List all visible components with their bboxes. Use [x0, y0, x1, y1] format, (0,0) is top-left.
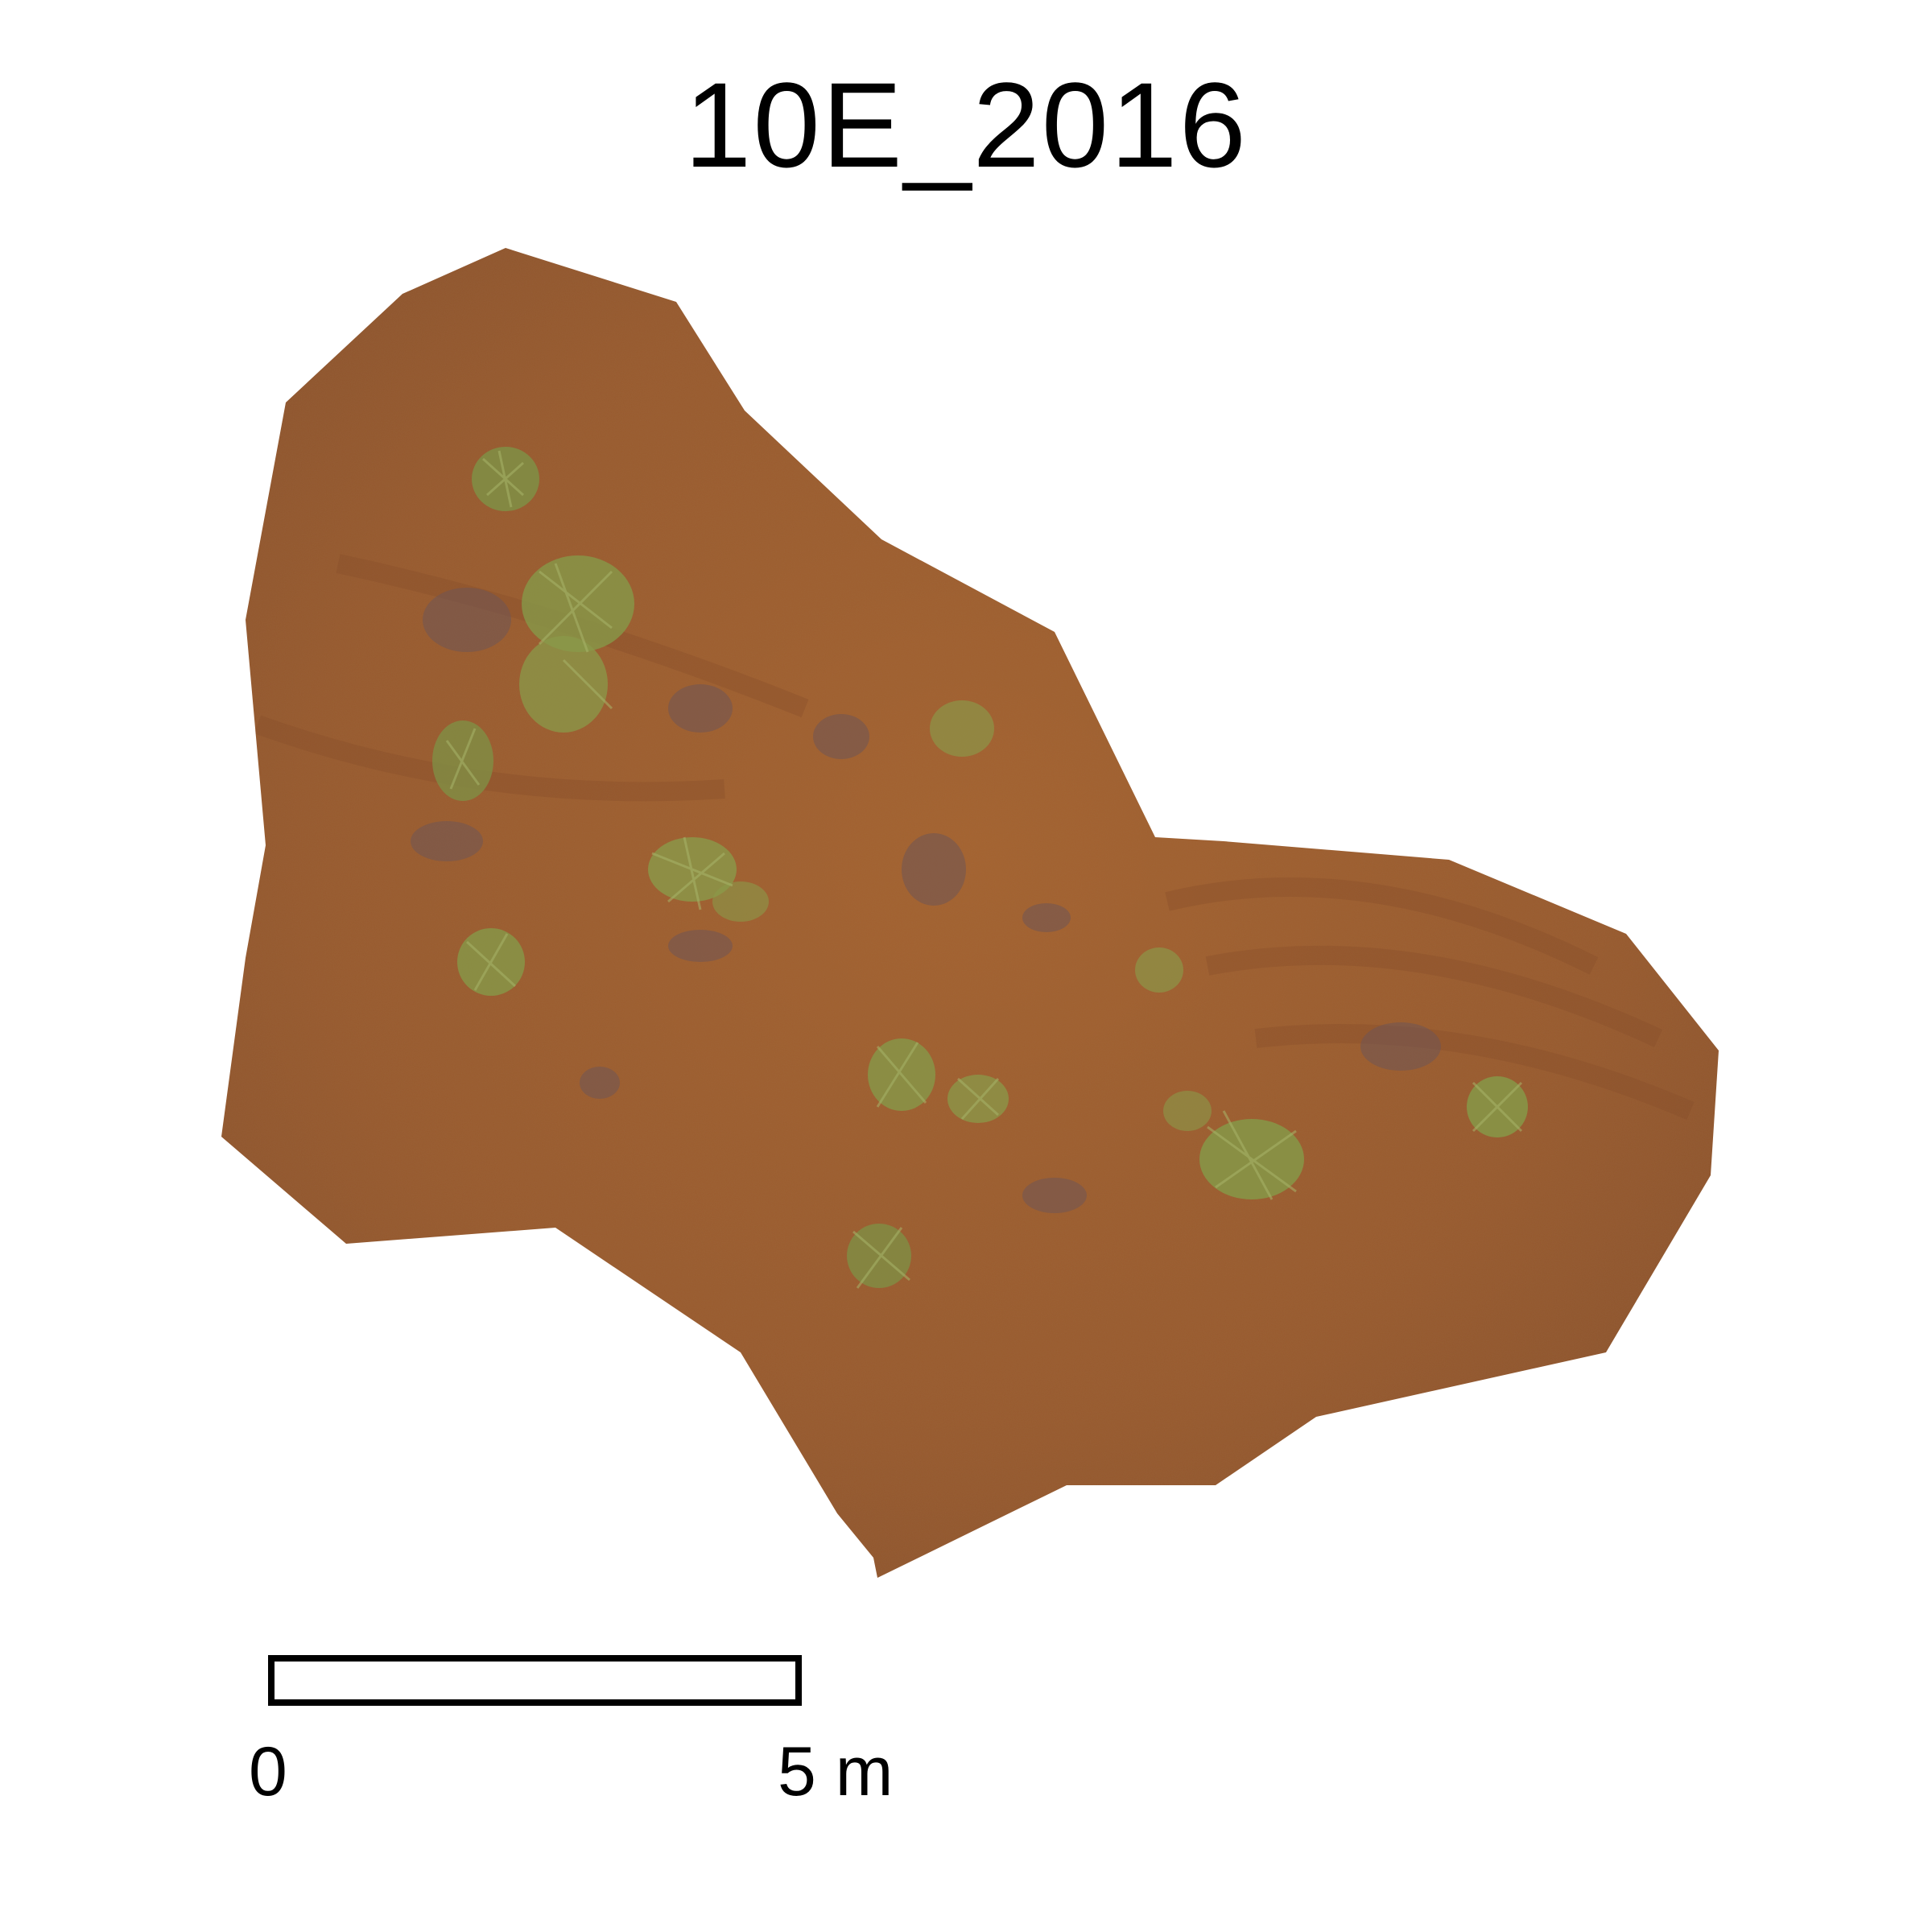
litter-patches	[411, 588, 1441, 1213]
grass-clump	[947, 1075, 1009, 1123]
litter-patch	[813, 714, 869, 759]
map-title: 10E_2016	[683, 57, 1248, 192]
grass-clump	[712, 881, 769, 922]
litter-patch	[1360, 1022, 1441, 1071]
litter-patch	[668, 930, 733, 962]
scale-bar-end-label: 5 m	[778, 1733, 894, 1810]
litter-patch	[1022, 1178, 1087, 1213]
grass-clump	[519, 636, 608, 733]
litter-patch	[411, 821, 483, 861]
litter-patch	[423, 588, 511, 652]
study-plot	[221, 248, 1719, 1578]
grass-clump	[1163, 1091, 1212, 1131]
grass-clump	[1135, 947, 1183, 993]
scale-bar-box	[268, 1655, 802, 1706]
scale-bar-start-label: 0	[249, 1733, 287, 1810]
grass-blades	[445, 450, 1523, 1289]
grass-clump	[930, 700, 994, 757]
litter-patch	[668, 684, 733, 733]
litter-patch	[1022, 903, 1071, 932]
scale-bar	[268, 1655, 802, 1706]
litter-patch	[580, 1067, 620, 1099]
litter-patch	[902, 833, 966, 906]
